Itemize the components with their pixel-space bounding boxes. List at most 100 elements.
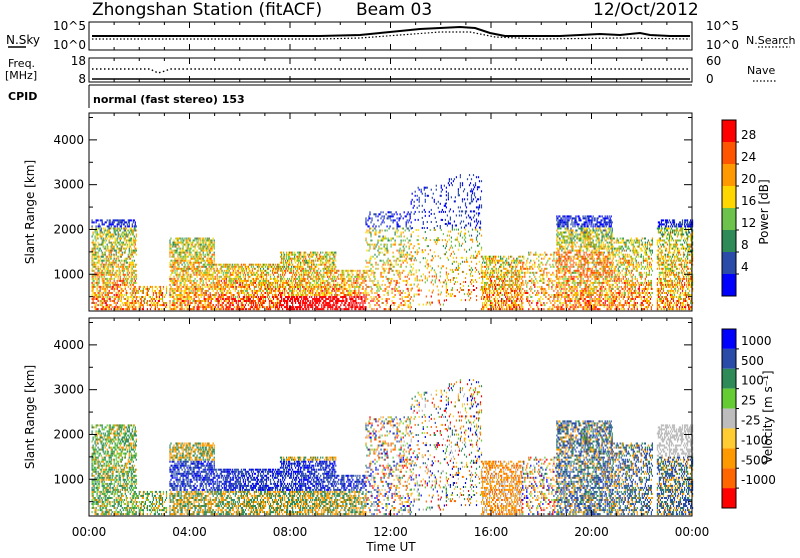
power-cell [293,294,294,296]
power-cell [295,258,296,260]
power-cell [147,286,148,288]
power-cell [250,288,251,290]
power-cell [178,264,179,266]
power-cell [178,294,179,296]
power-cell [111,276,112,278]
power-cell [316,296,317,298]
power-cell [379,252,380,254]
power-cell [192,286,193,288]
power-cell [117,240,118,242]
power-cell [144,286,145,288]
power-cell [295,280,296,282]
power-cell [365,288,366,290]
power-cell [322,290,323,292]
power-cell [99,268,100,270]
power-cell [232,300,233,302]
power-cell [401,266,402,268]
power-cell [395,286,396,288]
power-cell [210,284,211,286]
power-cell [370,270,371,272]
power-cell [402,296,403,298]
power-cell [119,294,120,296]
power-cell [177,260,178,262]
power-cell [280,290,281,292]
power-cell [218,304,219,306]
power-cell [369,260,370,262]
power-cell [163,286,164,288]
power-cell [208,276,209,278]
power-cell [260,294,261,296]
power-cell [225,288,226,290]
power-cell [306,272,307,274]
power-cell [297,278,298,280]
power-cell [273,306,274,308]
power-cell [277,304,278,306]
power-cell [111,242,112,244]
power-cell [125,250,126,252]
power-cell [216,304,217,306]
power-cell [200,286,201,288]
power-cell [401,264,402,266]
power-cell [194,240,195,242]
power-cell [371,272,372,274]
power-cell [115,242,116,244]
cpid-panel: normal (fast stereo) 153 [89,85,692,108]
power-cell [233,286,234,288]
power-cell [287,300,288,302]
power-cell [261,286,262,288]
power-cell [178,254,179,256]
power-cell [284,298,285,300]
power-cell [369,306,370,308]
power-cell [214,256,215,258]
power-cell [108,258,109,260]
power-cell [119,242,120,244]
power-cell [321,284,322,286]
power-cell [309,258,310,260]
power-cell [139,304,140,306]
power-cell [379,232,380,234]
power-cell [301,272,302,274]
power-cell [323,258,324,260]
power-cell [283,268,284,270]
power-cell [106,221,107,223]
power-cell [199,254,200,256]
power-cell [336,278,337,280]
power-cell [214,252,215,254]
power-cell [383,302,384,304]
power-cell [101,238,102,240]
power-cell [330,274,331,276]
power-cell [314,296,315,298]
power-cell [193,290,194,292]
power-cell [313,254,314,256]
power-cell [106,258,107,260]
power-cell [117,302,118,304]
power-cell [236,288,237,290]
power-cell [317,270,318,272]
power-cell [205,264,206,266]
power-cell [288,292,289,294]
power-cell [182,306,183,308]
power-cell [280,292,281,294]
power-cell [228,272,229,274]
power-cell [304,286,305,288]
power-cell [329,288,330,290]
power-cell [206,242,207,244]
power-cell [239,286,240,288]
power-cell [113,260,114,262]
power-cell [303,308,304,310]
power-cell [286,264,287,266]
power-cell [105,252,106,254]
power-cell [97,248,98,250]
power-cell [362,306,363,308]
power-cell [186,244,187,246]
power-cell [337,308,338,310]
power-cell [363,296,364,298]
power-cell [98,284,99,286]
power-cell [253,284,254,286]
power-cell [114,300,115,302]
power-cell [199,256,200,258]
power-cell [375,232,376,234]
power-cell [174,272,175,274]
power-cell [274,276,275,278]
power-cell [238,274,239,276]
